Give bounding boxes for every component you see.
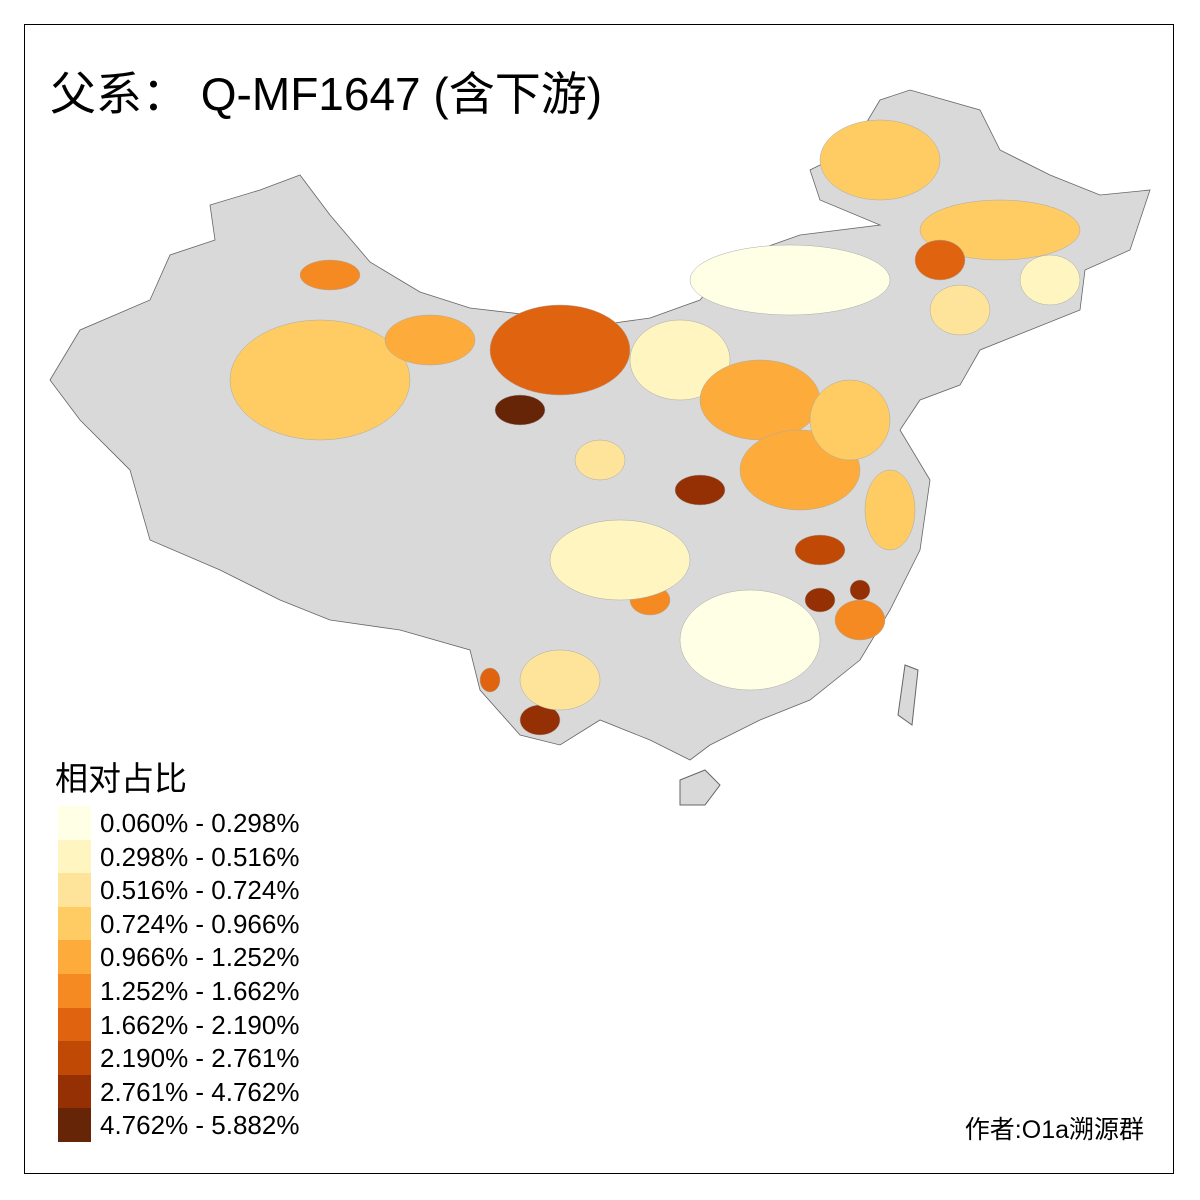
legend-swatch (58, 906, 91, 941)
legend-label: 0.724% - 0.966% (100, 908, 300, 939)
legend-swatch (58, 873, 91, 908)
legend-swatch (58, 1041, 91, 1076)
map-region (929, 284, 991, 336)
legend-label: 4.762% - 5.882% (100, 1110, 300, 1141)
legend-item: 2.190% - 2.761% (58, 1041, 358, 1076)
legend-swatch (58, 806, 91, 840)
map-region (809, 379, 891, 461)
map-region (494, 394, 546, 426)
legend-item: 0.966% - 1.252% (58, 940, 358, 975)
legend-label: 1.252% - 1.662% (100, 976, 300, 1006)
map-region (679, 589, 821, 691)
legend-item: 0.724% - 0.966% (58, 906, 358, 941)
legend-label: 1.662% - 2.190% (100, 1009, 300, 1040)
map-region (849, 579, 871, 601)
map-region (794, 534, 846, 566)
legend-item: 1.662% - 2.190% (58, 1007, 358, 1042)
hainan-region (679, 769, 721, 806)
legend-item: 4.762% - 5.882% (58, 1108, 358, 1143)
author-credit: 作者:O1a溯源群 (964, 1116, 1144, 1144)
legend-label: 0.516% - 0.724% (100, 875, 300, 906)
map-region (674, 474, 726, 506)
legend-swatch (58, 1074, 91, 1109)
map-region (479, 667, 501, 693)
map-region (629, 319, 731, 401)
map-region (819, 119, 941, 201)
map-region (299, 259, 361, 291)
legend-swatch (58, 1108, 91, 1143)
legend-swatch (58, 940, 91, 975)
legend-item: 0.060% - 0.298% (58, 806, 358, 840)
legend-item: 1.252% - 1.662% (58, 974, 358, 1008)
map-region (1019, 254, 1081, 306)
map-region (699, 359, 821, 441)
map-region (384, 314, 476, 366)
legend-swatch (58, 1007, 91, 1042)
legend-label: 0.060% - 0.298% (100, 808, 300, 838)
legend-item: 2.761% - 4.762% (58, 1074, 358, 1109)
legend-swatch (58, 974, 91, 1008)
page-title: 父系： Q-MF1647 (含下游) (50, 68, 603, 120)
map-region (834, 599, 886, 641)
map-region (689, 244, 891, 316)
map-region (914, 239, 966, 281)
map-region (519, 649, 601, 711)
legend-label: 0.298% - 0.516% (100, 841, 300, 872)
china-base-region (49, 89, 1151, 761)
legend-item: 0.298% - 0.516% (58, 839, 358, 874)
map-region (864, 469, 916, 551)
legend-title: 相对占比 (55, 760, 187, 797)
map-region (229, 319, 411, 441)
map-region (919, 199, 1081, 261)
legend-label: 2.761% - 4.762% (100, 1076, 300, 1107)
legend-item: 0.516% - 0.724% (58, 873, 358, 908)
map-region (574, 439, 626, 481)
taiwan-region (897, 664, 919, 726)
map-region (804, 587, 836, 613)
legend-label: 2.190% - 2.761% (100, 1043, 300, 1074)
map-region (489, 304, 631, 396)
legend-swatch (58, 839, 91, 874)
legend-label: 0.966% - 1.252% (100, 942, 300, 973)
map-region (549, 519, 691, 601)
plot-frame (24, 24, 1174, 1174)
